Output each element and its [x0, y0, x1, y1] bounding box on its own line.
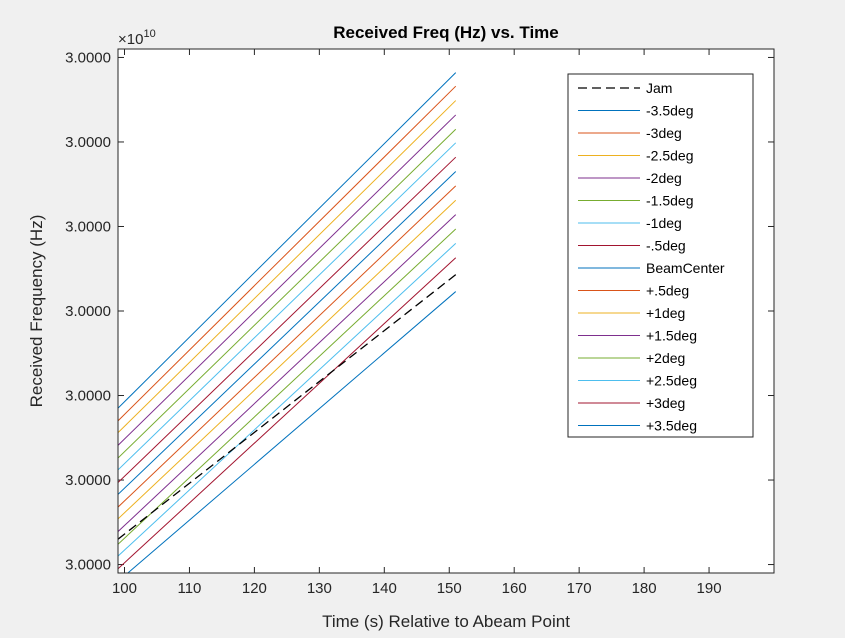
- legend-label: BeamCenter: [646, 260, 725, 276]
- legend-label: +3deg: [646, 395, 685, 411]
- legend-box: [567, 73, 754, 438]
- x-tick-label: 140: [372, 580, 397, 597]
- series-line--2deg: [118, 114, 457, 446]
- series-line-+3.5deg: [127, 291, 457, 573]
- legend-label: -1deg: [646, 215, 682, 231]
- series-line--3deg: [118, 85, 457, 422]
- y-axis-title: Received Frequency (Hz): [27, 215, 46, 408]
- y-tick-label: 3.0000: [65, 49, 111, 66]
- legend-label: -2deg: [646, 170, 682, 186]
- series-line-BeamCenter: [118, 171, 457, 495]
- y-tick-label: 3.0000: [65, 218, 111, 235]
- series-lines: [118, 72, 457, 573]
- y-tick-label: 3.0000: [65, 557, 111, 574]
- x-axis-title: Time (s) Relative to Abeam Point: [322, 612, 570, 631]
- x-tick-label: 170: [567, 580, 592, 597]
- legend-label: -2.5deg: [646, 148, 693, 164]
- series-line-+2deg: [118, 228, 457, 545]
- series-line--.5deg: [118, 156, 457, 483]
- legend-label: -.5deg: [646, 238, 686, 254]
- legend-label: +.5deg: [646, 283, 689, 299]
- legend: Jam -3.5deg -3deg -2.5deg -2deg -1.5deg -1deg -…: [567, 73, 754, 438]
- y-axis-ticks: 3.0000 3.0000 3.0000 3.0000 3.0000 3.0000 3.00…: [65, 49, 774, 574]
- series-line--3.5deg: [118, 72, 457, 409]
- series-line-+3deg: [118, 257, 457, 570]
- legend-label: +2deg: [646, 350, 685, 366]
- series-line-+.5deg: [118, 185, 457, 508]
- legend-label: +3.5deg: [646, 418, 697, 434]
- x-tick-label: 180: [632, 580, 657, 597]
- legend-label: -1.5deg: [646, 193, 693, 209]
- x-tick-label: 130: [307, 580, 332, 597]
- x-tick-label: 190: [697, 580, 722, 597]
- x-tick-label: 120: [242, 580, 267, 597]
- plot-frame: [117, 48, 775, 574]
- x-tick-label: 150: [437, 580, 462, 597]
- chart-title: Received Freq (Hz) vs. Time: [333, 23, 559, 42]
- legend-label: -3deg: [646, 125, 682, 141]
- x-tick-label: 160: [502, 580, 527, 597]
- y-exponent-base: ×10: [118, 31, 143, 48]
- series-line-+1deg: [118, 199, 457, 520]
- x-axis-ticks: 100 110 120 130 140 150 160 170 180 190: [112, 49, 722, 597]
- legend-label: Jam: [646, 80, 672, 96]
- x-tick-label: 100: [112, 580, 137, 597]
- y-tick-label: 3.0000: [65, 134, 111, 151]
- legend-label: +1.5deg: [646, 328, 697, 344]
- series-line-Jam: [118, 274, 457, 540]
- y-tick-label: 3.0000: [65, 472, 111, 489]
- y-tick-label: 3.0000: [65, 303, 111, 320]
- series-line--1.5deg: [118, 128, 457, 459]
- y-exponent-label: ×1010: [118, 28, 156, 48]
- y-exponent-power: 10: [143, 28, 155, 40]
- series-line--1deg: [118, 142, 457, 471]
- series-line-+2.5deg: [118, 243, 457, 557]
- legend-label: +2.5deg: [646, 373, 697, 389]
- y-tick-label: 3.0000: [65, 388, 111, 405]
- legend-label: +1deg: [646, 305, 685, 321]
- series-line-+1.5deg: [118, 214, 457, 532]
- x-tick-label: 110: [177, 580, 201, 597]
- legend-label: -3.5deg: [646, 103, 693, 119]
- series-line--2.5deg: [118, 100, 457, 434]
